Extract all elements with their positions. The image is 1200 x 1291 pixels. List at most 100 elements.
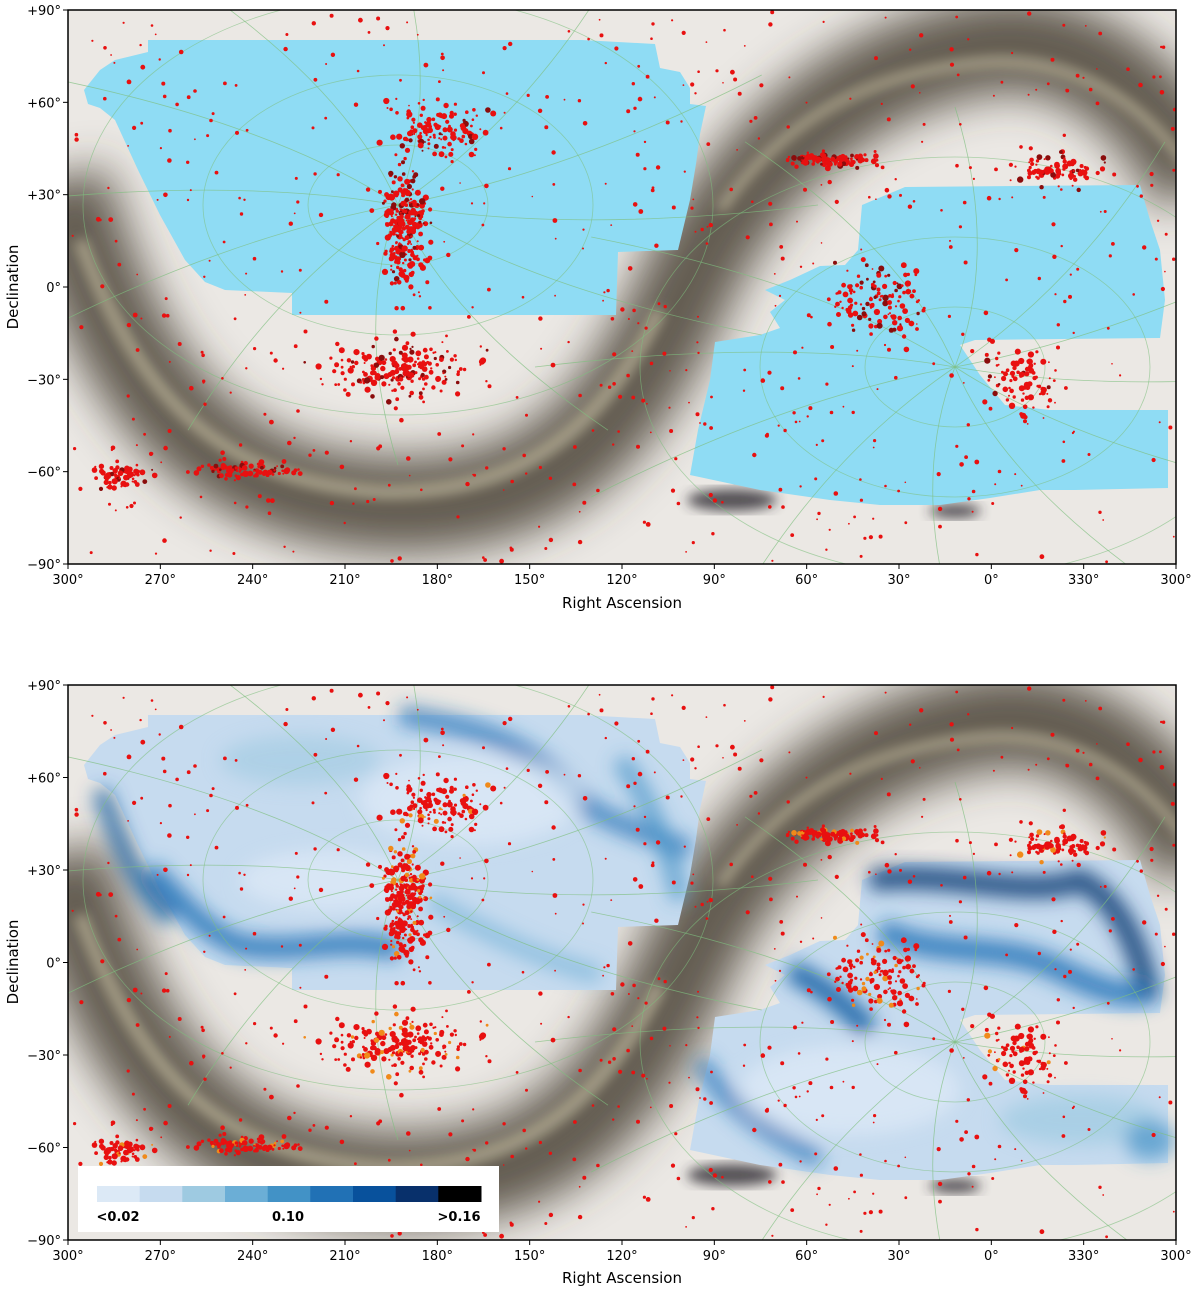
cluster-point xyxy=(410,1006,416,1012)
cluster-point xyxy=(617,1105,620,1108)
cluster-point xyxy=(649,1036,654,1041)
cluster-point xyxy=(110,1123,114,1127)
cluster-point xyxy=(859,478,862,481)
cluster-point xyxy=(453,787,457,791)
cluster-point xyxy=(835,967,838,970)
cluster-point xyxy=(108,502,111,506)
cluster-point xyxy=(889,987,891,990)
cluster-point xyxy=(697,351,700,355)
cluster-point xyxy=(435,375,442,382)
cluster-point xyxy=(231,1143,235,1147)
cluster-point xyxy=(887,347,891,352)
cluster-point xyxy=(1156,219,1160,222)
colorbar-swatch xyxy=(438,1186,482,1202)
grid-meridian xyxy=(187,879,399,1106)
cluster-point xyxy=(663,979,667,984)
cluster-point xyxy=(1039,860,1044,865)
cluster-point xyxy=(428,239,434,245)
cluster-point xyxy=(989,338,996,344)
cluster-point xyxy=(871,268,874,270)
cluster-point xyxy=(418,1069,424,1075)
grid-parallel xyxy=(639,156,1176,564)
cluster-point xyxy=(435,97,440,102)
cluster-point xyxy=(404,953,409,958)
cluster-point xyxy=(338,1022,345,1029)
cluster-point xyxy=(108,1155,112,1160)
cluster-point xyxy=(448,365,452,370)
cluster-point xyxy=(280,945,284,948)
cluster-point xyxy=(860,831,864,835)
cluster-point xyxy=(507,842,512,846)
milky-way-highlights xyxy=(73,55,1176,500)
cluster-point xyxy=(821,160,825,163)
cluster-point xyxy=(343,388,347,392)
cluster-point xyxy=(550,1037,556,1043)
cluster-point xyxy=(626,373,630,378)
cluster-point xyxy=(398,229,404,235)
cluster-point xyxy=(161,313,167,318)
cluster-point xyxy=(1027,686,1032,691)
cluster-point xyxy=(1062,1115,1066,1119)
cluster-point xyxy=(1042,870,1046,874)
cluster-point xyxy=(1009,179,1012,182)
cluster-point xyxy=(778,487,783,492)
cluster-point xyxy=(419,131,422,135)
cluster-point xyxy=(910,84,915,89)
cluster-point xyxy=(456,515,460,519)
cluster-point xyxy=(186,873,190,877)
cluster-point xyxy=(447,141,452,147)
cluster-point xyxy=(422,1062,425,1066)
cluster-point xyxy=(234,759,238,762)
cluster-point xyxy=(604,736,607,740)
cluster-point xyxy=(222,240,226,244)
cluster-point xyxy=(627,993,630,995)
cluster-point xyxy=(220,463,226,469)
cluster-point xyxy=(842,966,849,973)
cluster-point xyxy=(882,294,889,301)
cluster-point xyxy=(266,498,271,503)
cluster-point xyxy=(408,959,414,965)
cluster-point xyxy=(948,245,953,249)
cluster-point xyxy=(1075,73,1080,78)
cluster-point xyxy=(1038,392,1042,396)
cluster-point xyxy=(887,305,892,310)
cluster-point xyxy=(966,1098,970,1102)
cluster-point xyxy=(439,389,443,393)
cluster-point xyxy=(410,853,416,859)
cluster-point xyxy=(891,293,894,296)
cluster-point xyxy=(505,767,509,770)
cluster-point xyxy=(915,1002,919,1006)
cluster-point xyxy=(1012,1070,1016,1074)
cluster-point xyxy=(394,306,399,311)
cluster-point xyxy=(426,791,432,798)
cluster-point xyxy=(878,534,883,539)
cluster-point xyxy=(894,375,898,380)
cluster-point xyxy=(238,1118,243,1122)
cluster-point xyxy=(218,458,222,462)
cluster-point xyxy=(364,386,371,393)
cluster-point xyxy=(296,1084,300,1088)
cluster-point xyxy=(834,199,839,204)
cluster-point xyxy=(1025,384,1031,390)
cluster-point xyxy=(877,319,883,324)
cluster-point xyxy=(1111,242,1115,246)
cluster-point xyxy=(749,794,753,798)
cluster-point xyxy=(998,872,1001,876)
cluster-point xyxy=(394,828,398,832)
cluster-point xyxy=(797,156,802,161)
cluster-point xyxy=(1045,830,1051,836)
cluster-point xyxy=(395,888,398,891)
cluster-point xyxy=(438,807,442,811)
cluster-point xyxy=(401,269,405,273)
cluster-point xyxy=(859,834,862,838)
cluster-point xyxy=(1008,837,1014,842)
cluster-point xyxy=(253,474,257,478)
cluster-point xyxy=(398,242,401,245)
cluster-point xyxy=(135,1119,138,1122)
cluster-point xyxy=(637,997,640,1000)
cluster-point xyxy=(987,1053,991,1057)
cluster-point xyxy=(389,107,393,112)
cluster-point xyxy=(167,158,172,163)
cluster-point xyxy=(567,30,571,33)
cluster-point xyxy=(970,349,975,354)
